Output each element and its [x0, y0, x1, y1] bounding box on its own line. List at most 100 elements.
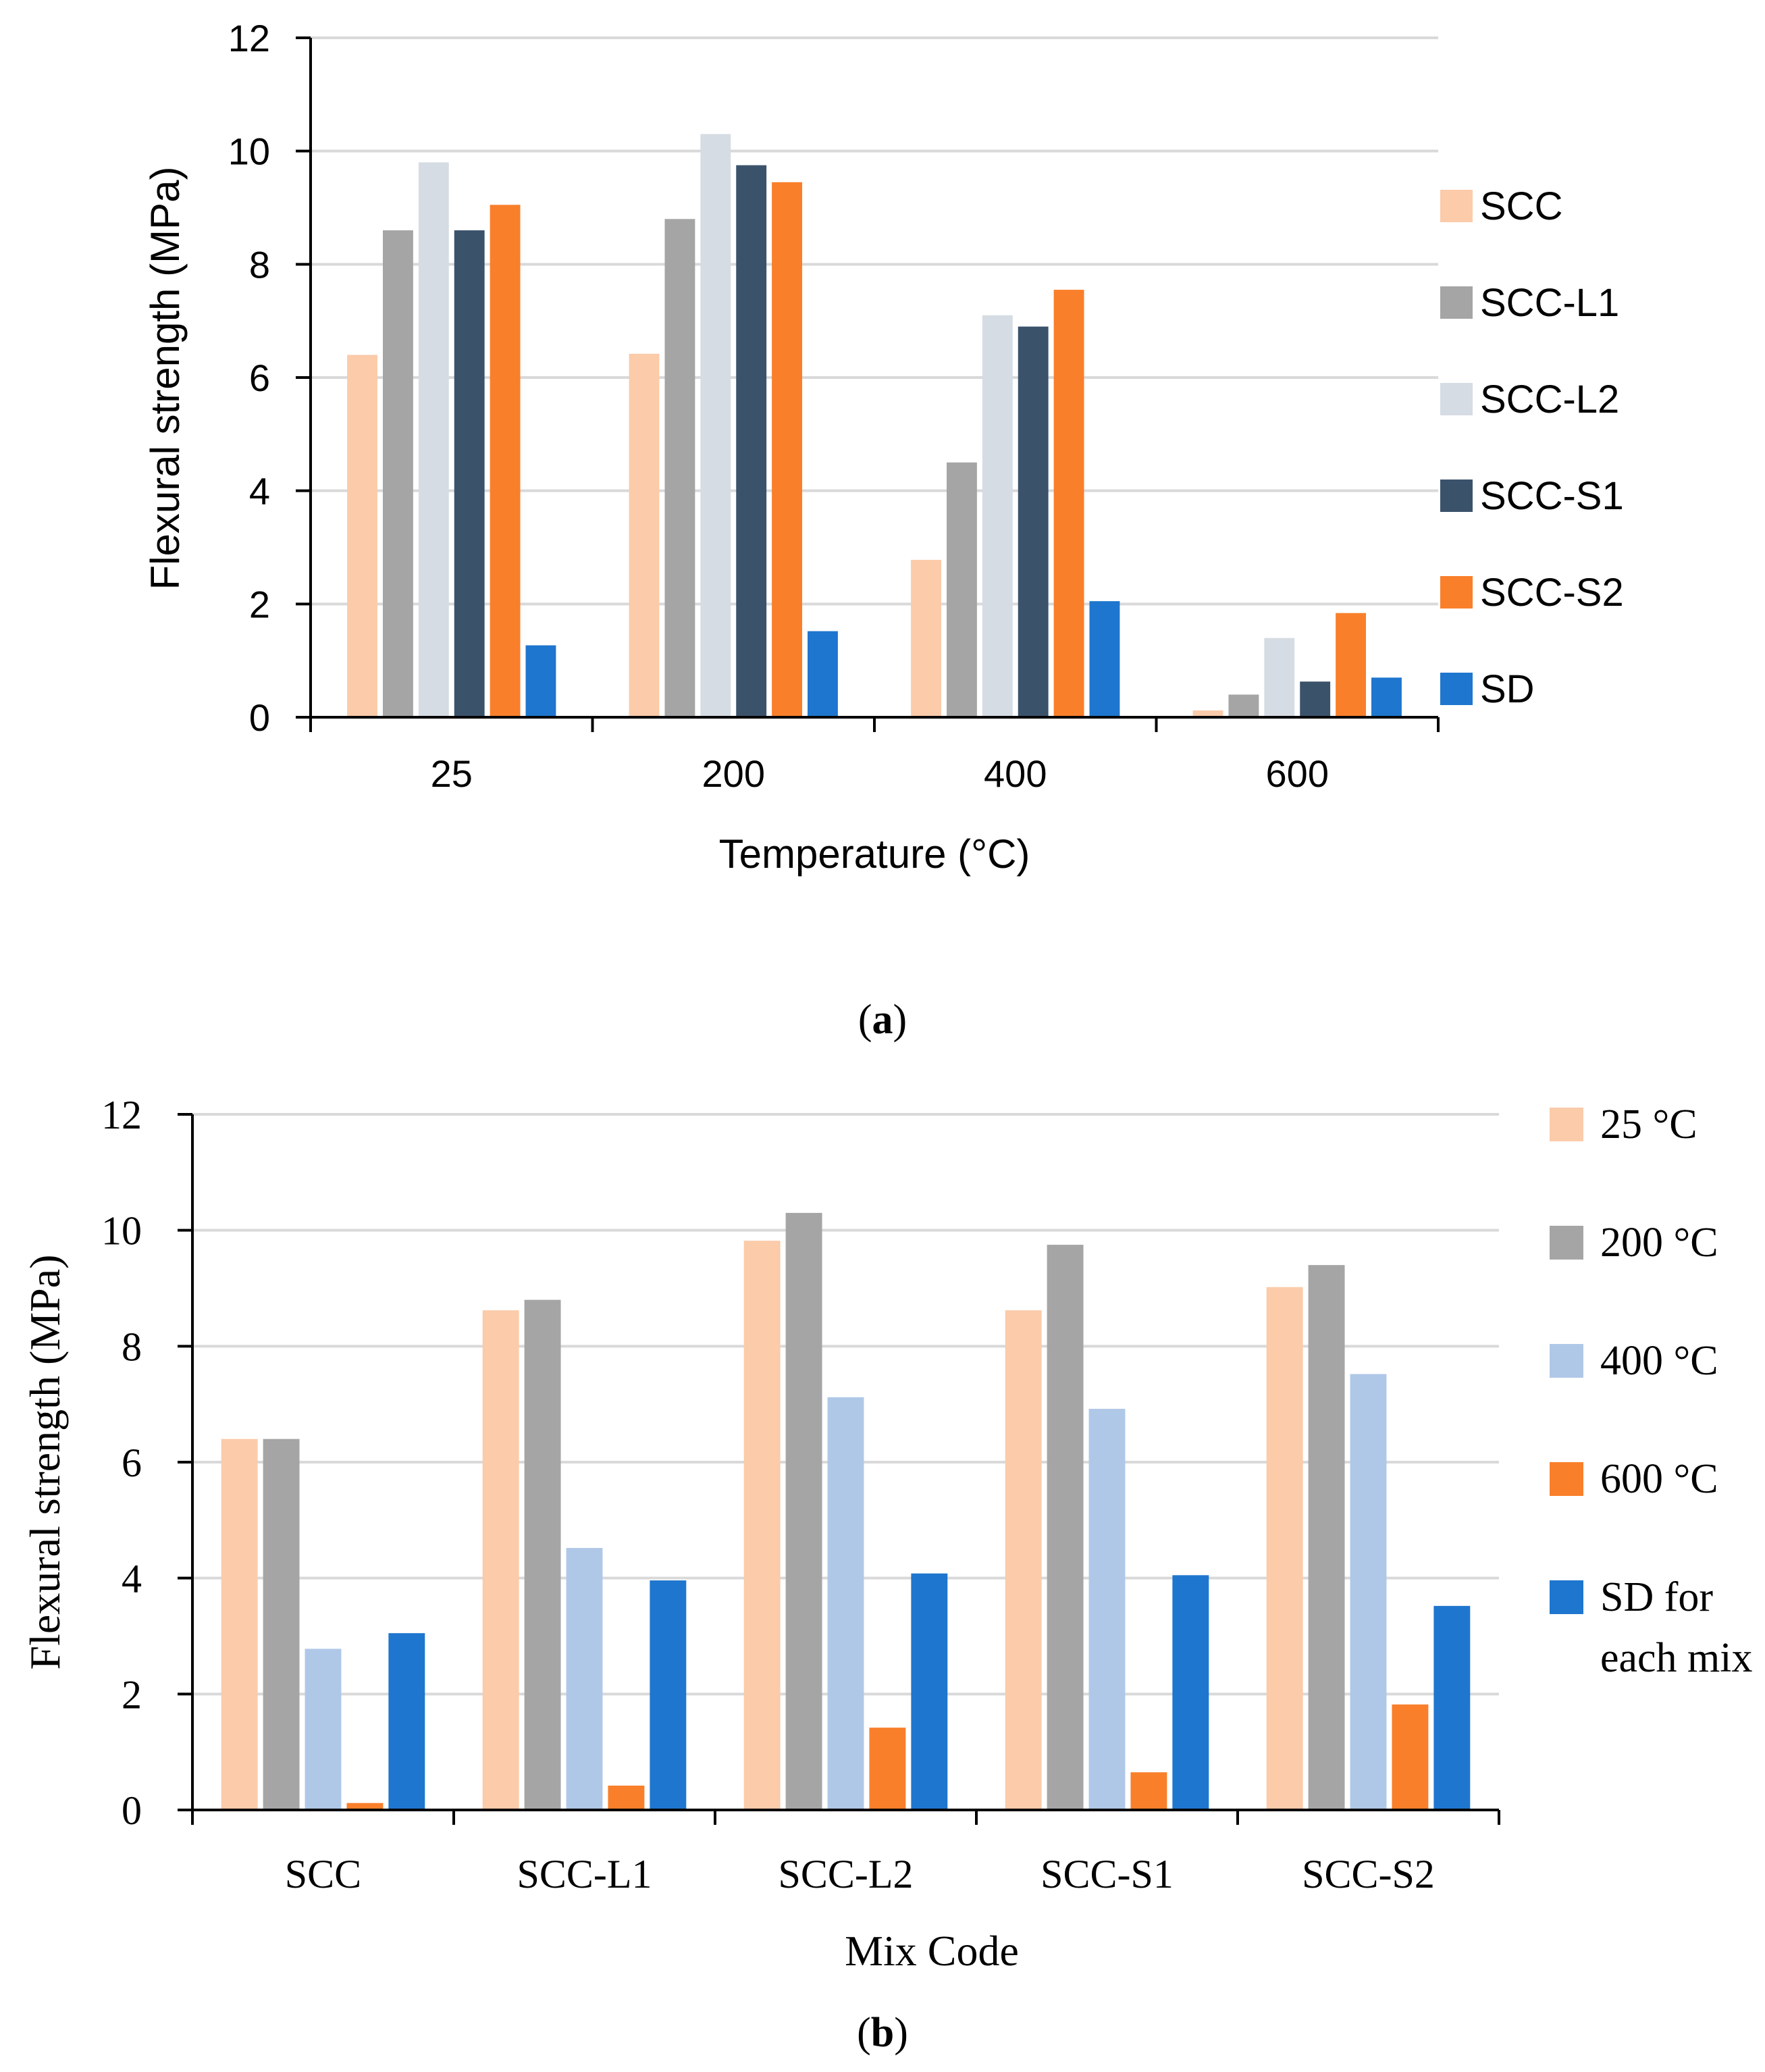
legend-label: SD for each mix — [1600, 1574, 1753, 1681]
bar — [525, 645, 556, 717]
bar — [827, 1397, 864, 1810]
bar — [869, 1728, 906, 1810]
chart-b: 0 2 4 6 8 10 12 SCC SCC-L1 SCC-L2 SCC-S1 SCC-S2 Mix … — [21, 1093, 1753, 2056]
legend: 25 °C 200 °C 400 °C 600 °C SD for each mix — [1550, 1102, 1753, 1681]
x-tick-label: SCC — [285, 1852, 361, 1896]
bar — [982, 315, 1013, 717]
bar — [1336, 613, 1367, 717]
bar — [346, 1803, 384, 1810]
bar — [1350, 1374, 1387, 1810]
caption-letter: b — [871, 2010, 894, 2056]
legend-swatch — [1440, 383, 1473, 415]
y-tick-label: 8 — [249, 243, 270, 286]
x-tick-label: 200 — [702, 752, 765, 795]
bar — [454, 230, 485, 717]
legend-label-line: SCC-L2 — [1480, 378, 1619, 421]
x-tick-label: SCC-L1 — [517, 1852, 652, 1896]
bar — [566, 1548, 603, 1810]
bar — [1053, 290, 1084, 717]
legend-label-line: SCC-L1 — [1480, 281, 1619, 325]
bar — [946, 462, 977, 717]
legend-label: SCC-L2 — [1480, 378, 1619, 421]
legend-swatch — [1550, 1462, 1583, 1496]
bar — [1433, 1605, 1471, 1810]
bar — [305, 1649, 342, 1810]
x-tick-label: SCC-L2 — [778, 1852, 913, 1896]
legend-label: SCC — [1480, 184, 1562, 228]
y-tick-label: 10 — [228, 130, 270, 173]
x-axis-title: Temperature (°C) — [719, 831, 1030, 877]
legend-label-line: 400 °C — [1600, 1338, 1718, 1384]
y-tick-label: 6 — [249, 357, 270, 399]
bar — [743, 1241, 781, 1810]
legend-label-line: SCC-S1 — [1480, 474, 1624, 518]
bar — [490, 205, 521, 717]
legend-label-line: each mix — [1600, 1635, 1753, 1681]
bar — [1089, 601, 1120, 717]
chart-a: 0 2 4 6 8 10 12 25 200 400 600 Temperature (°C) Flex… — [142, 17, 1624, 1043]
legend-swatch — [1550, 1226, 1583, 1260]
bar — [418, 162, 449, 717]
bar — [221, 1439, 258, 1810]
y-axis-title: Flexural strength (MPa) — [142, 167, 188, 590]
legend-swatch — [1440, 673, 1473, 705]
bar — [1005, 1310, 1042, 1810]
legend-label-line: SD for — [1600, 1574, 1713, 1620]
bar — [524, 1299, 561, 1810]
x-tick-label: 400 — [984, 752, 1047, 795]
y-tick-label: 12 — [101, 1093, 142, 1137]
bar — [1192, 710, 1223, 717]
legend-label: 200 °C — [1600, 1220, 1718, 1266]
figure-caption: (b) — [857, 2010, 908, 2056]
bar — [911, 1573, 948, 1810]
legend-label-line: 25 °C — [1600, 1102, 1697, 1147]
y-tick-label: 0 — [249, 696, 270, 739]
legend-label-line: 200 °C — [1600, 1220, 1718, 1266]
y-tick-label: 4 — [249, 470, 270, 513]
caption-close: ) — [894, 2010, 908, 2056]
caption-open: ( — [857, 2010, 871, 2056]
x-axis-title: Mix Code — [845, 1927, 1019, 1975]
legend-label-line: SCC — [1480, 184, 1562, 228]
legend-label: 600 °C — [1600, 1456, 1718, 1502]
bar — [911, 559, 941, 717]
bar — [263, 1439, 300, 1810]
bar — [1392, 1704, 1429, 1810]
legend-label: SCC-L1 — [1480, 281, 1619, 325]
bar — [1130, 1772, 1167, 1810]
legend-swatch — [1440, 286, 1473, 319]
bar — [1371, 677, 1402, 717]
y-tick-label: 2 — [249, 583, 270, 625]
x-tick-label: 25 — [431, 752, 473, 795]
legend-label-line: SCC-S2 — [1480, 571, 1624, 615]
legend-label: 25 °C — [1600, 1102, 1697, 1147]
bar — [388, 1633, 425, 1810]
legend: SCC SCC-L1 SCC-L2 SCC-S1 SCC-S2 SD — [1440, 184, 1624, 711]
legend-label-line: 600 °C — [1600, 1456, 1718, 1502]
y-axis-title: Flexural strength (MPa) — [21, 1255, 69, 1670]
y-tick-label: 6 — [122, 1441, 142, 1485]
y-tick-label: 12 — [228, 17, 270, 59]
caption-letter: a — [872, 997, 893, 1043]
caption-close: ) — [893, 997, 907, 1043]
x-tick-label: SCC-S1 — [1040, 1852, 1174, 1896]
bar — [1228, 694, 1259, 717]
bar — [1172, 1575, 1209, 1810]
bar — [1047, 1245, 1084, 1810]
bar — [664, 219, 695, 717]
y-tick-label: 0 — [122, 1788, 142, 1833]
legend-label: SCC-S2 — [1480, 571, 1624, 615]
legend-label-line: SD — [1480, 667, 1535, 711]
bar — [1018, 326, 1049, 717]
legend-swatch — [1550, 1580, 1583, 1614]
bar — [1266, 1287, 1303, 1810]
legend-swatch — [1550, 1344, 1583, 1378]
caption-open: ( — [858, 997, 872, 1043]
bar — [1308, 1265, 1345, 1810]
legend-swatch — [1440, 190, 1473, 222]
bar — [482, 1310, 519, 1810]
bar — [1088, 1409, 1126, 1810]
legend-swatch — [1440, 480, 1473, 512]
legend-label: 400 °C — [1600, 1338, 1718, 1384]
